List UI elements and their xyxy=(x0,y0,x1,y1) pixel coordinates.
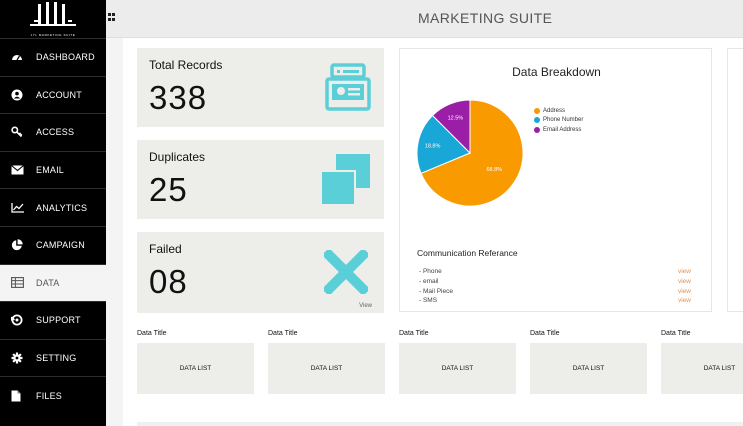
legend-item: Email Address xyxy=(534,125,583,135)
view-link[interactable]: view xyxy=(677,287,691,295)
sidebar-item-account[interactable]: ACCOUNT xyxy=(0,75,106,114)
data-list-box[interactable]: DATA LIST xyxy=(399,343,516,394)
sidebar-item-data[interactable]: DATA xyxy=(0,263,106,302)
right-panel-edge xyxy=(727,48,743,312)
stat-value: 08 xyxy=(149,263,188,300)
view-link[interactable]: view xyxy=(677,277,691,285)
duplicate-icon xyxy=(320,154,370,206)
data-card-title: Data Title xyxy=(137,330,167,337)
pie-data-label: 68.8% xyxy=(486,167,502,173)
pie-chart: 68.8% 18.8% 12.5% xyxy=(416,99,524,207)
communication-list: - Phone view - email view - Mail Piece view… xyxy=(419,268,691,307)
comm-label: - Phone xyxy=(419,268,442,275)
sidebar-item-label: SUPPORT xyxy=(36,315,81,326)
sidebar-item-analytics[interactable]: ANALYTICS xyxy=(0,188,106,226)
comm-label: - Mail Piece xyxy=(419,287,453,295)
data-card-title: Data Title xyxy=(530,330,560,337)
list-item: - SMS view xyxy=(419,297,691,307)
legend-item: Phone Number xyxy=(534,116,583,126)
sidebar-item-label: ACCESS xyxy=(36,127,75,138)
top-bar: MARKETING SUITE xyxy=(106,0,743,38)
chart-legend: Address Phone Number Email Address xyxy=(534,106,583,135)
page-title: MARKETING SUITE xyxy=(418,10,553,26)
legend-item: Address xyxy=(534,106,583,116)
list-item: - email view xyxy=(419,278,691,288)
total-records-card: Total Records 338 xyxy=(137,48,384,127)
sidebar-item-campaign[interactable]: CAMPAIGN xyxy=(0,225,106,264)
data-card: Data Title DATA LIST xyxy=(399,330,516,394)
divider xyxy=(137,422,743,426)
duplicates-card: Duplicates 25 xyxy=(137,140,384,219)
data-breakdown-panel: Data Breakdown 68.8% 18.8% 12.5% Address P… xyxy=(399,48,712,312)
table-icon xyxy=(11,277,24,289)
data-card: Data Title DATA LIST xyxy=(268,330,385,394)
sidebar-item-label: FILES xyxy=(36,390,63,401)
comm-label: - email xyxy=(419,277,439,285)
failed-card: Failed 08 View xyxy=(137,232,384,313)
sidebar-item-dashboard[interactable]: DASHBOARD xyxy=(0,38,106,76)
view-link[interactable]: view xyxy=(677,268,691,275)
sidebar-item-label: CAMPAIGN xyxy=(36,240,85,251)
sidebar-item-support[interactable]: SUPPORT xyxy=(0,301,106,339)
stat-value: 338 xyxy=(149,79,208,116)
pie-chart-icon xyxy=(11,239,23,251)
chart-title: Data Breakdown xyxy=(512,65,601,79)
sidebar-item-label: ANALYTICS xyxy=(36,202,88,213)
list-item: - Mail Piece view xyxy=(419,288,691,298)
view-link[interactable]: view xyxy=(677,297,691,305)
envelope-icon xyxy=(11,165,24,175)
logo-text: JYL MARKETING SUITE xyxy=(30,32,76,37)
brand-logo[interactable]: JYL MARKETING SUITE xyxy=(0,0,106,38)
account-icon xyxy=(11,89,23,101)
data-list-box[interactable]: DATA LIST xyxy=(268,343,385,394)
stat-title: Failed xyxy=(149,242,182,256)
sidebar-item-setting[interactable]: SETTING xyxy=(0,338,106,377)
pie-slice-address[interactable] xyxy=(420,99,524,207)
failed-view-link[interactable]: View xyxy=(359,303,372,309)
card-file-icon xyxy=(325,63,371,111)
data-card-title: Data Title xyxy=(268,330,298,337)
stat-value: 25 xyxy=(149,171,188,208)
pie-slice-phone-number[interactable] xyxy=(416,114,471,174)
legend-label: Address xyxy=(543,107,566,114)
gear-icon xyxy=(11,352,23,364)
data-list-box[interactable]: DATA LIST xyxy=(137,343,254,394)
data-list-box[interactable]: DATA LIST xyxy=(530,343,647,394)
data-card-title: Data Title xyxy=(399,330,429,337)
sidebar-item-files[interactable]: FILES xyxy=(0,376,106,414)
sidebar-item-label: DASHBOARD xyxy=(36,52,95,63)
logo-mark-icon xyxy=(30,1,76,26)
stat-title: Duplicates xyxy=(149,150,206,164)
line-chart-icon xyxy=(11,203,24,213)
pie-data-label: 12.5% xyxy=(448,116,464,122)
sidebar-item-label: EMAIL xyxy=(36,165,65,176)
main-content: Total Records 338 Duplicates 25 Failed 0… xyxy=(123,38,743,426)
data-card: Data Title DATA LIST xyxy=(137,330,254,394)
sidebar-item-label: DATA xyxy=(36,277,60,288)
sidebar-item-email[interactable]: EMAIL xyxy=(0,150,106,189)
data-card: Data Title DATA LIST xyxy=(661,330,743,394)
file-icon xyxy=(11,390,21,402)
stat-title: Total Records xyxy=(149,58,223,72)
comm-label: - SMS xyxy=(419,297,438,305)
sidebar: JYL MARKETING SUITE DASHBOARD ACCOUNT AC… xyxy=(0,0,106,426)
x-icon xyxy=(324,250,368,294)
sidebar-item-access[interactable]: ACCESS xyxy=(0,113,106,151)
sidebar-item-label: SETTING xyxy=(36,353,77,364)
key-icon xyxy=(11,126,23,138)
sidebar-nav: DASHBOARD ACCOUNT ACCESS EMAIL ANALYTICS… xyxy=(0,38,106,414)
list-item: - Phone view xyxy=(419,268,691,278)
data-list-box[interactable]: DATA LIST xyxy=(661,343,743,394)
sidebar-item-label: ACCOUNT xyxy=(36,89,82,100)
communication-title: Communication Referance xyxy=(417,248,518,258)
data-card-title: Data Title xyxy=(661,330,691,337)
legend-label: Phone Number xyxy=(543,117,584,124)
dashboard-icon xyxy=(12,55,22,61)
support-icon xyxy=(11,314,23,326)
legend-label: Email Address xyxy=(543,126,582,133)
pie-data-label: 18.8% xyxy=(425,144,441,150)
menu-grid-icon[interactable] xyxy=(108,13,117,22)
data-card: Data Title DATA LIST xyxy=(530,330,647,394)
pie-slice-email-address[interactable] xyxy=(431,99,471,155)
